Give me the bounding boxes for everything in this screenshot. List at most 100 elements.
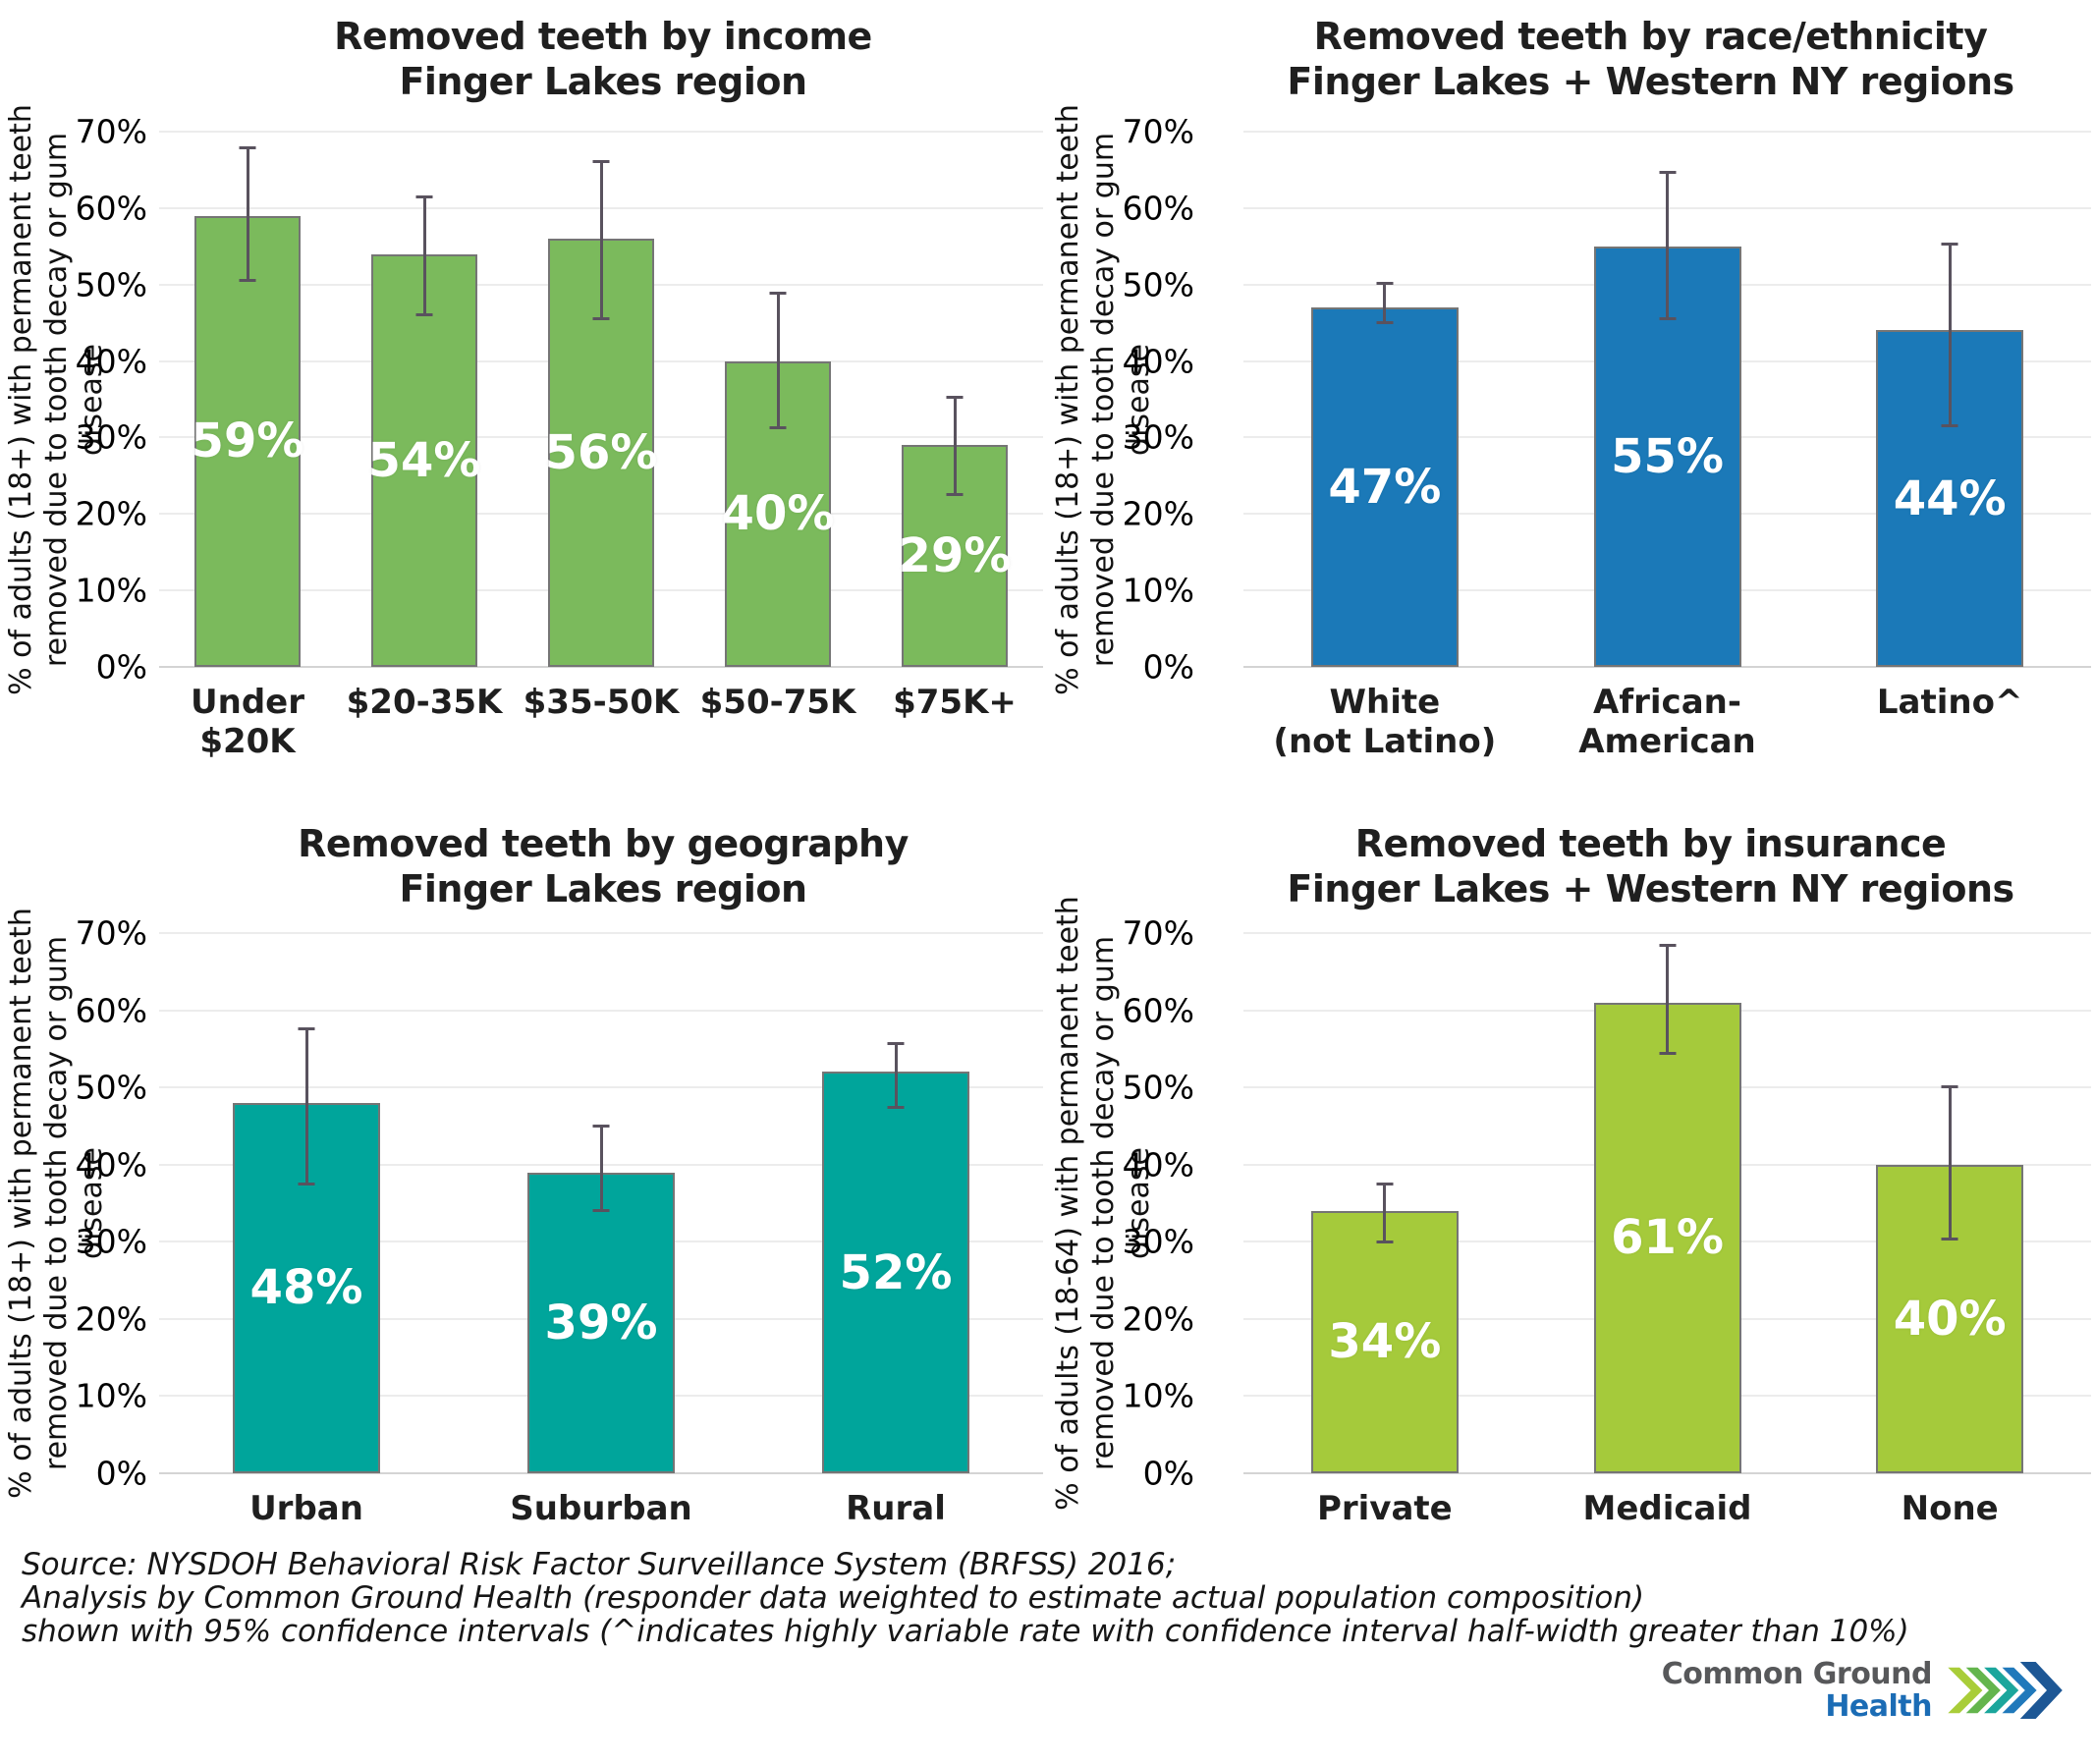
bar-insurance-0	[1310, 1210, 1459, 1473]
y-axis: 0% 10% 20% 30% 40% 50% 60% 70%	[75, 113, 159, 687]
gridline	[1243, 932, 2091, 934]
y-axis: 0% 10% 20% 30% 40% 50% 60% 70%	[75, 914, 159, 1493]
bar-value-label: 56%	[544, 425, 658, 480]
source-line: shown with 95% confidence intervals (^in…	[22, 1614, 1909, 1649]
bar-slot: 48%	[159, 933, 454, 1473]
y-tick-label: 0%	[1142, 1454, 1194, 1493]
x-axis-line	[159, 666, 1043, 668]
error-bar	[599, 160, 603, 319]
chart-title: Removed teeth by race/ethnicity Finger La…	[1287, 15, 2014, 103]
chart-body: Removed teeth by geography Finger Lakes r…	[75, 796, 1047, 1532]
y-tick-label: 50%	[1122, 1068, 1194, 1107]
y-tick-label: 70%	[1122, 913, 1194, 953]
y-tick-label: 60%	[1122, 991, 1194, 1030]
error-bar	[304, 1028, 308, 1185]
x-category-label: Suburban	[510, 1489, 692, 1528]
bar-race-ethnicity-0	[1310, 307, 1459, 667]
x-category-label: Private	[1316, 1489, 1453, 1528]
logo-chevrons-icon	[1946, 1660, 2066, 1721]
chart-removed-teeth-by-income: % of adults (18+) with permanent teeth re…	[0, 0, 1047, 796]
x-category-label: $35-50K	[523, 683, 680, 722]
error-bar	[1948, 1086, 1952, 1240]
y-axis-title: % of adults (18+) with permanent teeth re…	[0, 0, 109, 796]
logo-text-health: Health	[1825, 1689, 1932, 1724]
bar-value-label: 61%	[1611, 1210, 1724, 1266]
bar-value-label: 44%	[1893, 470, 2007, 526]
x-axis: Urban Suburban Rural	[159, 1489, 1043, 1528]
error-bar	[953, 397, 957, 495]
y-tick-label: 50%	[75, 1068, 147, 1107]
chart-removed-teeth-by-insurance: % of adults (18-64) with permanent teeth…	[1047, 796, 2095, 1532]
source-line: Source: NYSDOH Behavioral Risk Factor Su…	[22, 1547, 1177, 1582]
y-tick-label: 20%	[75, 494, 147, 533]
y-tick-label: 70%	[75, 913, 147, 953]
x-category-label: $75K+	[893, 683, 1017, 722]
bar-value-label: 34%	[1328, 1314, 1442, 1370]
bar-income-0	[194, 215, 301, 667]
bar-slot: 29%	[866, 132, 1043, 667]
error-bar	[894, 1042, 898, 1108]
x-category-label: Medicaid	[1582, 1489, 1752, 1528]
y-tick-label: 30%	[75, 1222, 147, 1261]
x-category-label: Rural	[846, 1489, 946, 1528]
bar-slot: 44%	[1808, 132, 2091, 667]
bar-slot: 47%	[1243, 132, 1526, 667]
plot-area: 47% 55% 44%	[1243, 131, 2091, 668]
gridline	[159, 1086, 1043, 1089]
y-axis: 0% 10% 20% 30% 40% 50% 60% 70%	[1122, 914, 1206, 1493]
error-bar	[776, 292, 780, 429]
plot-area: 34% 61% 40%	[1243, 932, 2091, 1474]
bar-slot: 55%	[1526, 132, 1809, 667]
chevron-arrow-icon	[1979, 1665, 2021, 1716]
y-axis-title: % of adults (18-64) with permanent teeth…	[1047, 796, 1156, 1532]
y-tick-label: 10%	[75, 571, 147, 610]
y-tick-label: 10%	[1122, 571, 1194, 610]
x-axis-line	[1243, 1472, 2091, 1474]
y-tick-label: 50%	[75, 265, 147, 304]
bar-value-label: 29%	[898, 528, 1012, 584]
error-bar	[1666, 171, 1669, 319]
y-tick-label: 70%	[1122, 112, 1194, 151]
y-tick-label: 30%	[1122, 417, 1194, 457]
y-tick-label: 40%	[75, 1145, 147, 1185]
bar-slot: 40%	[1808, 933, 2091, 1473]
y-tick-label: 10%	[75, 1376, 147, 1415]
x-axis: White (not Latino) African- American Latin…	[1243, 683, 2091, 761]
chart-title: Removed teeth by income Finger Lakes regi…	[334, 15, 872, 103]
error-bar	[1948, 243, 1952, 426]
chevron-arrow-icon	[1997, 1665, 2040, 1716]
chevron-arrow-icon	[1946, 1665, 1986, 1716]
y-tick-label: 20%	[75, 1299, 147, 1339]
y-tick-label: 0%	[95, 1454, 147, 1493]
x-category-label: White (not Latino)	[1273, 683, 1497, 761]
bar-value-label: 59%	[191, 413, 304, 469]
chevron-arrow-icon	[2015, 1660, 2066, 1721]
chart-body: Removed teeth by race/ethnicity Finger La…	[1122, 0, 2095, 796]
error-bar	[1383, 1183, 1387, 1243]
error-bar	[422, 196, 426, 315]
y-tick-label: 50%	[1122, 265, 1194, 304]
y-tick-label: 70%	[75, 112, 147, 151]
bar-value-label: 52%	[839, 1244, 953, 1300]
bar-slot: 61%	[1526, 933, 1809, 1473]
bar-slot: 40%	[689, 132, 866, 667]
y-axis-title: % of adults (18+) with permanent teeth re…	[1047, 0, 1156, 796]
x-category-label: Latino^	[1876, 683, 2023, 722]
footer: Source: NYSDOH Behavioral Risk Factor Su…	[0, 1532, 2095, 1764]
bar-geography-1	[527, 1172, 675, 1473]
source-note: Source: NYSDOH Behavioral Risk Factor Su…	[0, 1532, 2095, 1648]
bar-geography-2	[822, 1072, 969, 1473]
charts-grid: % of adults (18+) with permanent teeth re…	[0, 0, 2095, 1532]
y-tick-label: 10%	[1122, 1376, 1194, 1415]
y-axis-title: % of adults (18+) with permanent teeth re…	[0, 796, 109, 1532]
bar-slot: 59%	[159, 132, 336, 667]
x-category-label: Under $20K	[191, 683, 304, 761]
bar-value-label: 55%	[1611, 428, 1724, 484]
y-tick-label: 20%	[1122, 1299, 1194, 1339]
x-category-label: Urban	[249, 1489, 363, 1528]
x-axis: Private Medicaid None	[1243, 1489, 2091, 1528]
x-axis-line	[159, 1472, 1043, 1474]
bar-value-label: 39%	[544, 1295, 658, 1351]
gridline	[159, 1009, 1043, 1012]
y-tick-label: 20%	[1122, 494, 1194, 533]
